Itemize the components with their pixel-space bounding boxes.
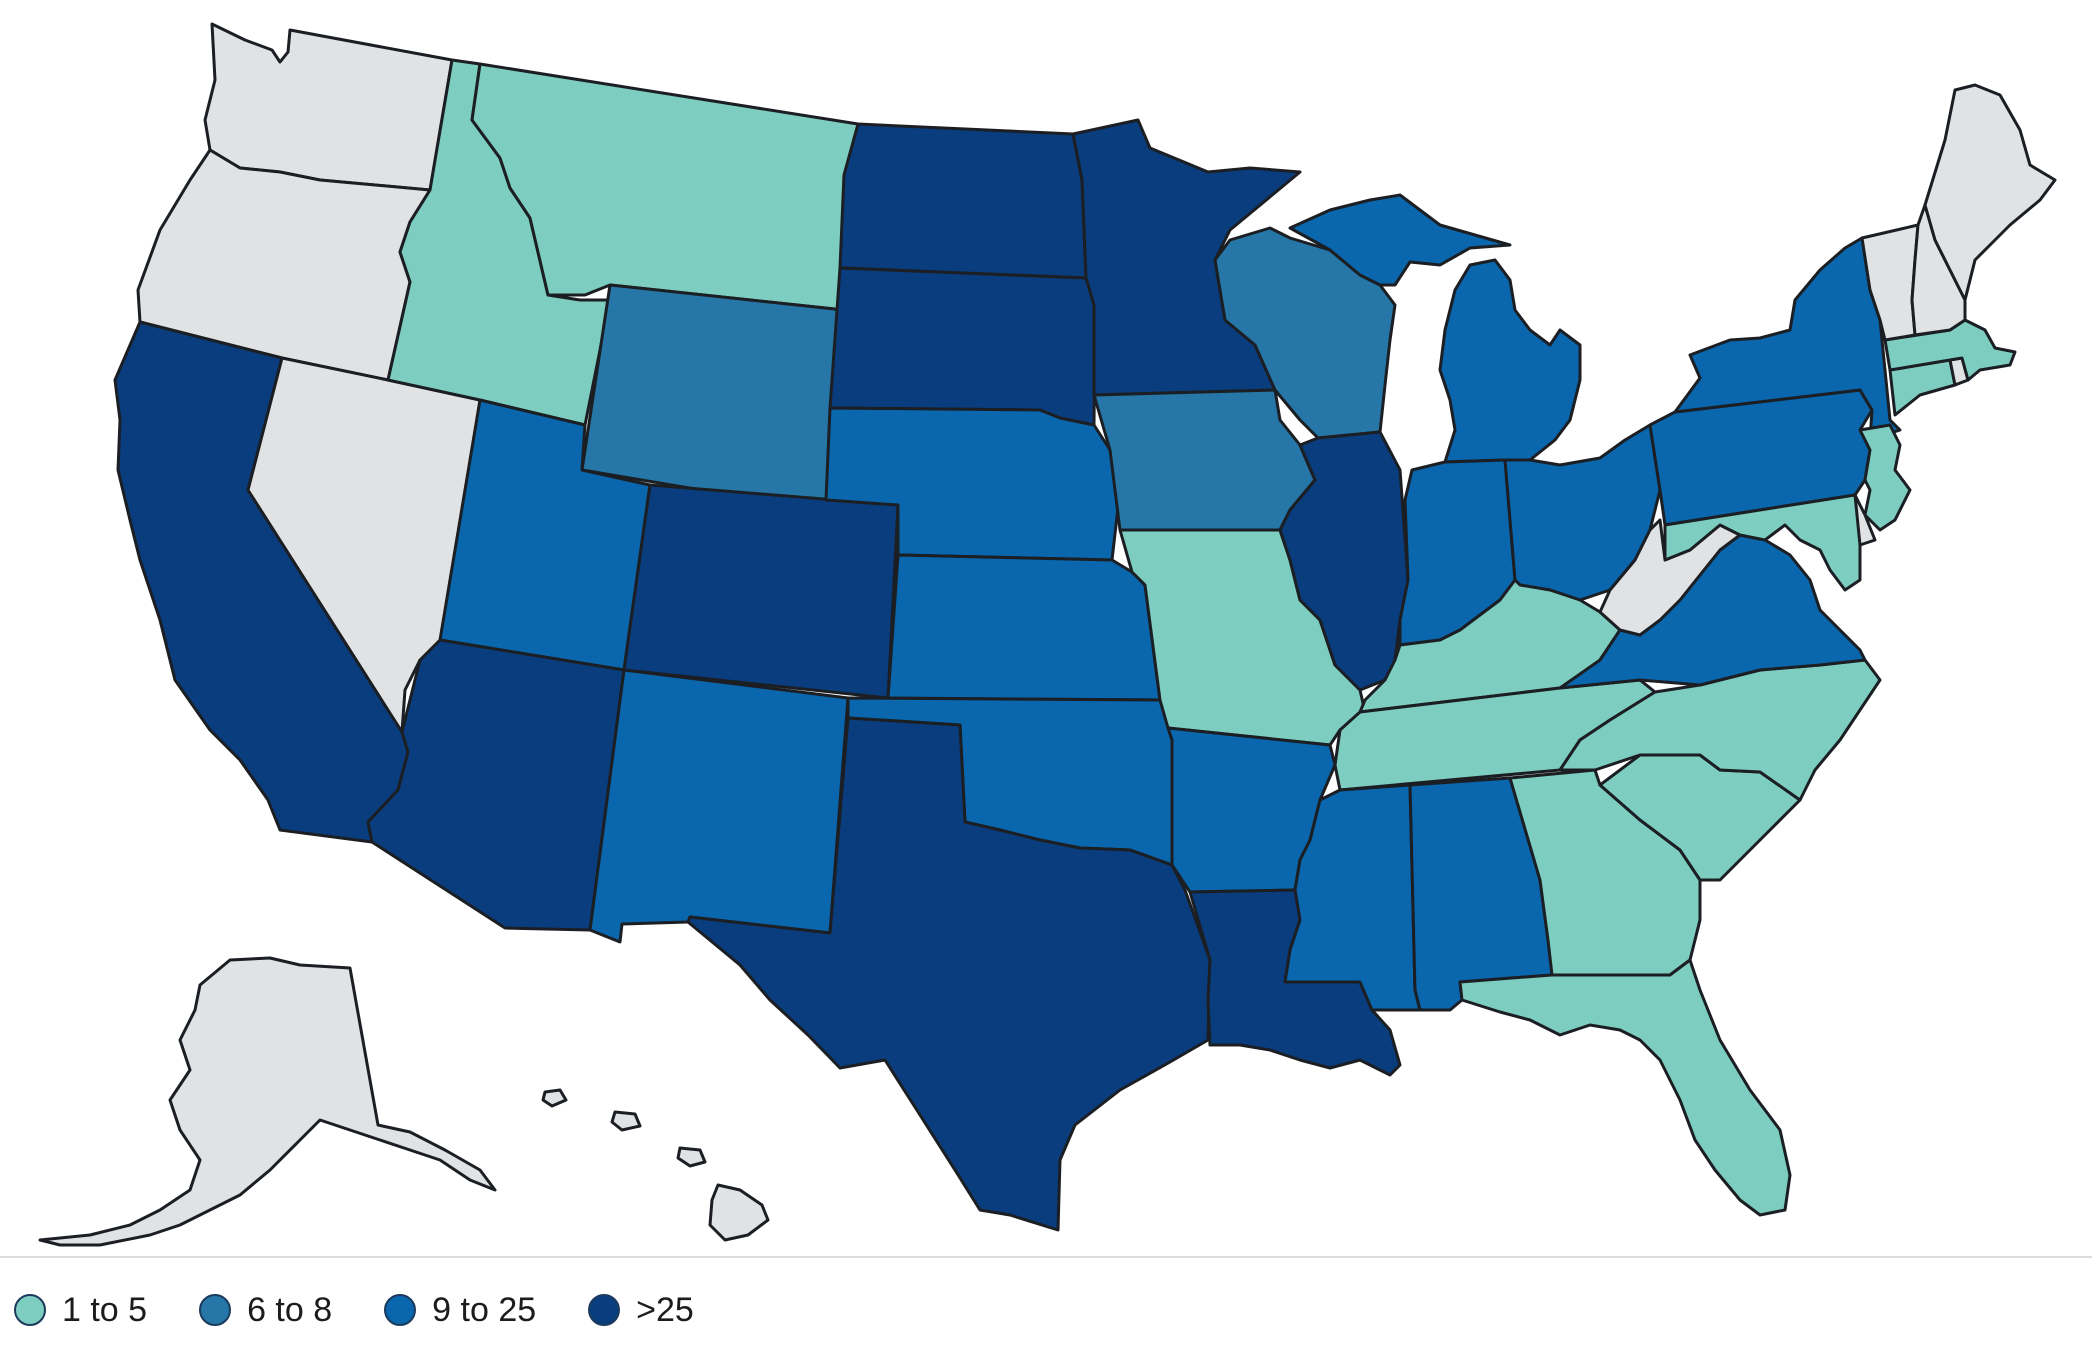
state-WA[interactable]: [203, 22, 454, 192]
state-SD[interactable]: [828, 266, 1097, 427]
legend-item-9-to-25: 9 to 25: [384, 1293, 536, 1327]
legend-swatch-gt-25: [588, 1294, 621, 1326]
state-CO[interactable]: [622, 483, 900, 700]
legend-label-9-to-25: 9 to 25: [432, 1291, 537, 1329]
state-HI-maui[interactable]: [676, 1146, 707, 1168]
us-map-svg: [38, 22, 2057, 1247]
legend-swatch-1-to-5: [14, 1294, 46, 1326]
state-AK[interactable]: [38, 956, 497, 1247]
legend-swatch-6-to-8: [199, 1294, 232, 1326]
state-TX[interactable]: [686, 716, 1212, 1232]
state-WI[interactable]: [1213, 226, 1397, 440]
state-MD[interactable]: [1663, 493, 1862, 592]
state-NC[interactable]: [1558, 658, 1882, 802]
state-HI-oahu[interactable]: [610, 1110, 642, 1132]
legend-label-6-to-8: 6 to 8: [247, 1291, 333, 1329]
legend-item-6-to-8: 6 to 8: [199, 1293, 332, 1327]
legend-label-gt-25: >25: [636, 1291, 694, 1329]
legend-swatch-9-to-25: [384, 1294, 417, 1326]
state-ME[interactable]: [1923, 83, 2057, 302]
legend-label-1-to-5: 1 to 5: [62, 1291, 148, 1329]
legend-divider: [0, 1256, 2092, 1258]
state-NM[interactable]: [588, 668, 850, 944]
state-HI-kauai[interactable]: [541, 1088, 568, 1108]
state-MI[interactable]: [1288, 193, 1582, 464]
map-legend: 1 to 5 6 to 8 9 to 25 >25: [14, 1286, 694, 1334]
legend-item-1-to-5: 1 to 5: [14, 1293, 147, 1327]
state-KS[interactable]: [886, 553, 1162, 702]
state-ND[interactable]: [838, 122, 1088, 280]
state-IA[interactable]: [1092, 388, 1317, 532]
state-FL[interactable]: [1458, 958, 1792, 1217]
state-NJ[interactable]: [1858, 423, 1912, 532]
us-choropleth-map: [38, 22, 2057, 1247]
state-HI[interactable]: [708, 1183, 770, 1242]
legend-item-gt-25: >25: [588, 1293, 694, 1327]
